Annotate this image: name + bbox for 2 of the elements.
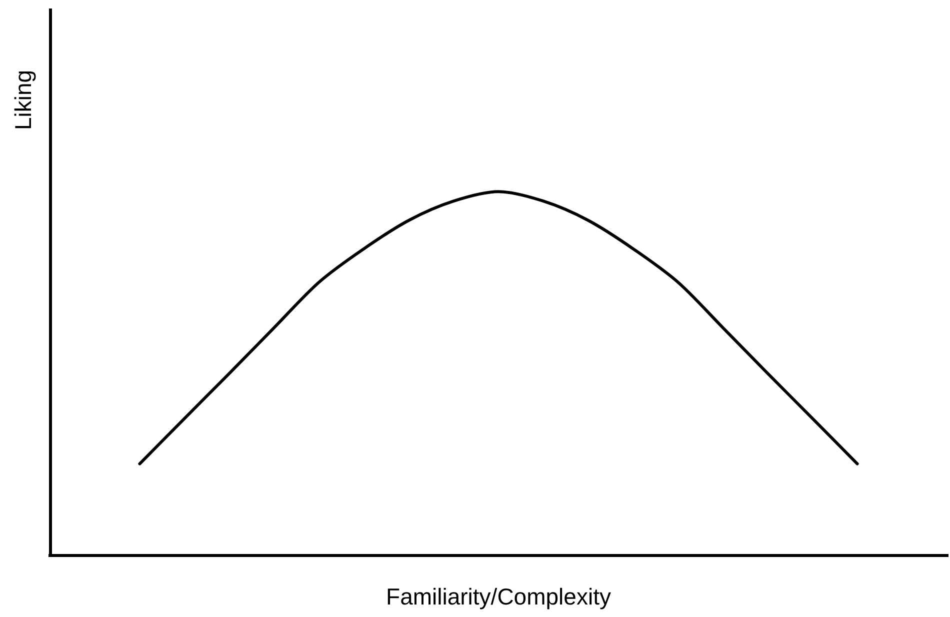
y-axis-title: Liking	[10, 70, 36, 130]
x-axis-title: Familiarity/Complexity	[386, 584, 612, 610]
